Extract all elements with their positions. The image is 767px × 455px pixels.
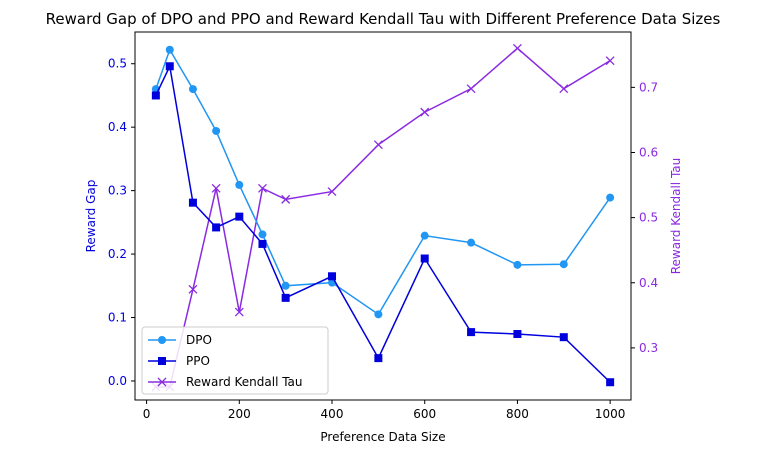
data-point-reward-kendall-tau — [188, 284, 198, 294]
y-left-tick-label: 0.0 — [108, 374, 127, 388]
data-point-ppo — [513, 330, 522, 339]
y-right-tick-label: 0.7 — [639, 80, 658, 94]
series-reward-kendall-tau — [151, 43, 615, 392]
legend-label: Reward Kendall Tau — [186, 375, 303, 389]
data-point-ppo — [467, 328, 476, 337]
data-point-dpo — [258, 230, 267, 239]
x-tick-label: 0 — [143, 407, 151, 421]
data-point-reward-kendall-tau — [281, 194, 291, 204]
data-point-reward-kendall-tau — [420, 107, 430, 117]
legend-marker — [158, 336, 166, 344]
legend-label: DPO — [186, 333, 212, 347]
data-point-ppo — [212, 223, 221, 232]
x-axis-label: Preference Data Size — [320, 430, 445, 444]
data-point-ppo — [235, 212, 244, 221]
y-left-tick-label: 0.3 — [108, 184, 127, 198]
x-axis: 0 200 400 600 800 1000 — [143, 400, 626, 421]
series-ppo — [151, 62, 615, 387]
data-point-reward-kendall-tau — [559, 84, 569, 94]
legend-marker — [158, 357, 166, 365]
legend-entries: DPO PPO Reward Kendall Tau — [148, 333, 303, 389]
data-point-reward-kendall-tau — [327, 187, 337, 197]
y-axis-left-label: Reward Gap — [84, 180, 98, 253]
legend-entry-dpo: DPO — [148, 333, 212, 347]
y-right-tick-label: 0.4 — [639, 276, 658, 290]
data-point-reward-kendall-tau — [373, 140, 383, 150]
y-right-tick-label: 0.6 — [639, 145, 658, 159]
legend: DPO PPO Reward Kendall Tau — [141, 326, 329, 395]
data-point-dpo — [467, 238, 476, 247]
x-tick-label: 800 — [506, 407, 529, 421]
data-point-ppo — [151, 91, 160, 100]
data-point-ppo — [188, 198, 197, 207]
data-point-dpo — [374, 310, 383, 319]
data-point-reward-kendall-tau — [466, 84, 476, 94]
series-line-ppo — [155, 63, 611, 383]
x-tick-label: 1000 — [595, 407, 626, 421]
data-point-ppo — [165, 62, 174, 71]
chart-title: Reward Gap of DPO and PPO and Reward Ken… — [46, 10, 721, 28]
data-point-ppo — [374, 354, 383, 363]
plot-frame — [134, 31, 632, 401]
data-point-dpo — [513, 260, 522, 269]
series-line-dpo — [155, 47, 611, 316]
data-point-dpo — [188, 85, 197, 94]
y-axis-left: 0.0 0.1 0.2 0.3 0.4 0.5 — [108, 57, 135, 388]
series-dpo — [151, 45, 615, 319]
data-point-ppo — [328, 272, 337, 281]
series-line-reward-kendall-tau — [155, 47, 611, 388]
data-point-dpo — [606, 193, 615, 202]
legend-marker — [157, 377, 167, 387]
y-left-tick-label: 0.2 — [108, 247, 127, 261]
data-point-dpo — [559, 260, 568, 269]
data-point-ppo — [559, 333, 568, 342]
y-axis-right-label: Reward Kendall Tau — [669, 158, 683, 275]
data-point-reward-kendall-tau — [605, 56, 615, 66]
x-tick-label: 200 — [228, 407, 251, 421]
data-point-reward-kendall-tau — [512, 43, 522, 53]
data-point-dpo — [420, 231, 429, 240]
legend-entry-ppo: PPO — [148, 354, 210, 368]
data-point-dpo — [281, 281, 290, 290]
data-point-dpo — [212, 126, 221, 135]
data-point-dpo — [165, 45, 174, 54]
legend-entry-reward-kendall-tau: Reward Kendall Tau — [148, 375, 303, 389]
y-right-tick-label: 0.5 — [639, 211, 658, 225]
y-left-tick-label: 0.4 — [108, 120, 127, 134]
data-point-ppo — [258, 239, 267, 248]
x-tick-label: 400 — [321, 407, 344, 421]
data-point-reward-kendall-tau — [211, 183, 221, 193]
y-right-tick-label: 0.3 — [639, 341, 658, 355]
legend-label: PPO — [186, 354, 210, 368]
x-tick-label: 600 — [413, 407, 436, 421]
y-left-tick-label: 0.5 — [108, 57, 127, 71]
data-point-reward-kendall-tau — [234, 307, 244, 317]
series-layer — [151, 43, 615, 392]
data-point-ppo — [281, 293, 290, 302]
y-axis-right: 0.3 0.4 0.5 0.6 0.7 — [631, 80, 658, 355]
data-point-ppo — [420, 254, 429, 263]
data-point-ppo — [606, 378, 615, 387]
data-point-reward-kendall-tau — [258, 183, 267, 193]
plot-area — [134, 31, 632, 401]
data-point-dpo — [235, 180, 244, 189]
legend-box — [141, 326, 329, 395]
y-left-tick-label: 0.1 — [108, 311, 127, 325]
